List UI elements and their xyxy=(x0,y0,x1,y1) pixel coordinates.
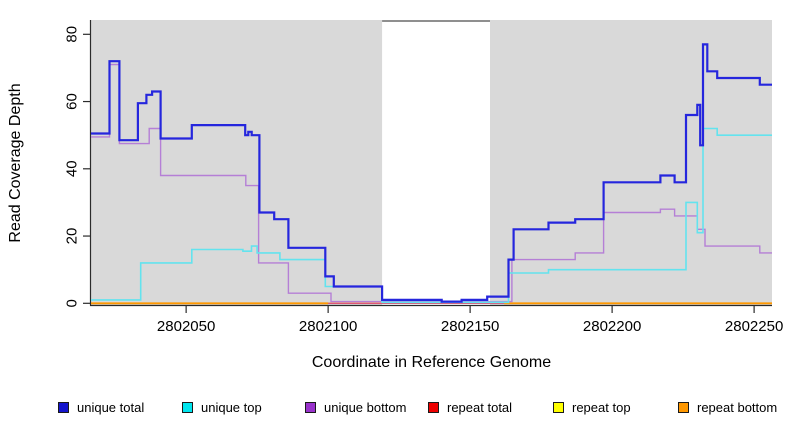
y-axis-title: Read Coverage Depth xyxy=(7,83,24,243)
legend-item-repeat-total: repeat total xyxy=(428,398,512,416)
y-tick-label: 20 xyxy=(64,228,81,245)
y-tick-label: 0 xyxy=(64,299,81,307)
legend-label: repeat total xyxy=(447,399,513,415)
legend-label: repeat top xyxy=(572,399,631,415)
x-tick-label: 2802050 xyxy=(157,318,215,335)
x-tick-label: 2802150 xyxy=(441,318,499,335)
legend-label: unique total xyxy=(77,399,145,415)
legend-swatch-repeat-total xyxy=(428,401,439,413)
legend-swatch-repeat-bottom xyxy=(678,401,689,413)
legend-item-unique-total: unique total xyxy=(58,398,144,416)
y-tick-label: 40 xyxy=(64,160,81,177)
legend-label: repeat bottom xyxy=(697,399,778,415)
no-data-gap-band xyxy=(382,20,491,305)
legend-item-unique-bottom: unique bottom xyxy=(305,398,406,416)
legend-item-unique-top: unique top xyxy=(182,398,262,416)
legend-swatch-unique-total xyxy=(58,401,69,413)
legend-swatch-unique-top xyxy=(182,401,193,413)
y-tick-label: 60 xyxy=(64,93,81,110)
x-axis-title: Coordinate in Reference Genome xyxy=(311,354,552,371)
x-tick-label: 2802250 xyxy=(725,318,783,335)
x-tick-label: 2802100 xyxy=(299,318,357,335)
legend-label: unique bottom xyxy=(324,399,407,415)
legend-label: unique top xyxy=(201,399,262,415)
y-tick-label: 80 xyxy=(64,26,81,43)
x-tick-label: 2802200 xyxy=(583,318,641,335)
legend-swatch-repeat-top xyxy=(553,401,564,413)
legend-swatch-unique-bottom xyxy=(305,401,316,413)
legend-item-repeat-top: repeat top xyxy=(553,398,631,416)
legend-item-repeat-bottom: repeat bottom xyxy=(678,398,777,416)
series-unique-total-line xyxy=(91,43,772,303)
